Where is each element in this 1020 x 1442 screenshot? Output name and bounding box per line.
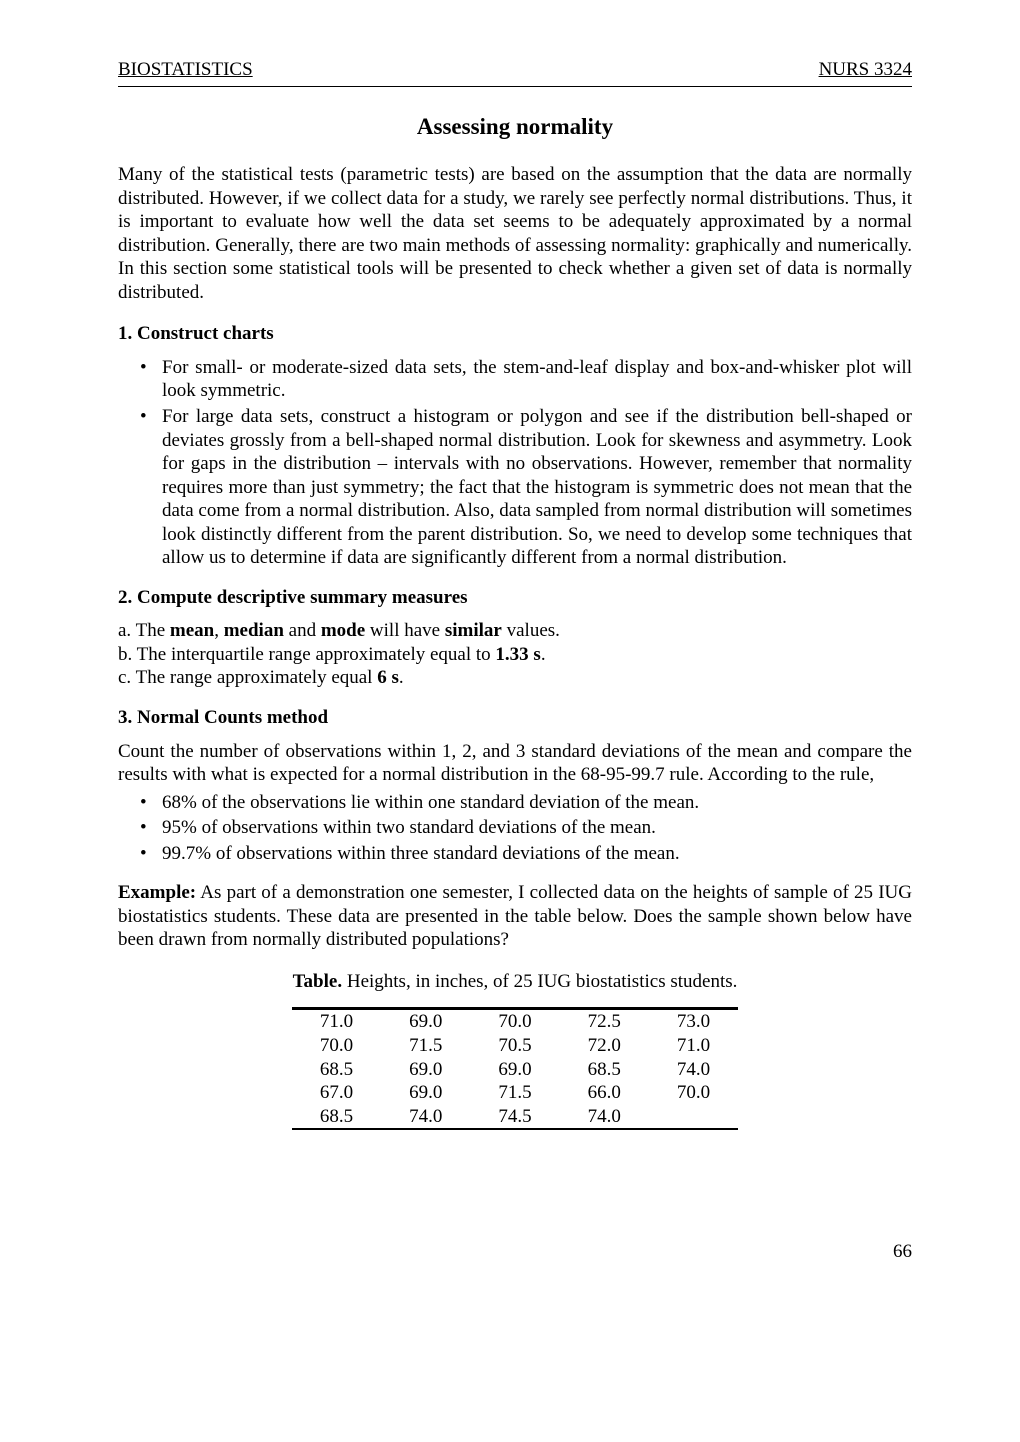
- item-c: c. The range approximately equal 6 s.: [118, 666, 912, 690]
- section-1-heading: 1. Construct charts: [118, 322, 912, 346]
- header-left: BIOSTATISTICS: [118, 58, 253, 82]
- item-a: a. The mean, median and mode will have s…: [118, 619, 912, 643]
- page-title: Assessing normality: [118, 113, 912, 142]
- list-item: 95% of observations within two standard …: [118, 816, 912, 840]
- running-header: BIOSTATISTICS NURS 3324: [118, 58, 912, 82]
- page-number: 66: [118, 1240, 912, 1264]
- section-3-paragraph: Count the number of observations within …: [118, 740, 912, 787]
- example-paragraph: Example: As part of a demonstration one …: [118, 881, 912, 952]
- table-row: 68.569.069.068.574.0: [292, 1058, 738, 1082]
- example-label: Example:: [118, 882, 196, 903]
- section-2-heading: 2. Compute descriptive summary measures: [118, 586, 912, 610]
- table-row: 67.069.071.566.070.0: [292, 1081, 738, 1105]
- section-3-heading: 3. Normal Counts method: [118, 706, 912, 730]
- intro-paragraph: Many of the statistical tests (parametri…: [118, 163, 912, 304]
- item-b: b. The interquartile range approximately…: [118, 643, 912, 667]
- list-item: For small- or moderate-sized data sets, …: [118, 356, 912, 403]
- section-2-list: a. The mean, median and mode will have s…: [118, 619, 912, 690]
- table-caption: Table. Heights, in inches, of 25 IUG bio…: [118, 970, 912, 994]
- section-3-bullets: 68% of the observations lie within one s…: [118, 791, 912, 866]
- header-right: NURS 3324: [819, 58, 912, 82]
- table-row: 70.071.570.572.071.0: [292, 1034, 738, 1058]
- section-1-bullets: For small- or moderate-sized data sets, …: [118, 356, 912, 570]
- header-rule: [118, 86, 912, 87]
- table-row: 71.069.070.072.573.0: [292, 1010, 738, 1034]
- data-table: 71.069.070.072.573.0 70.071.570.572.071.…: [292, 1007, 738, 1130]
- list-item: 99.7% of observations within three stand…: [118, 842, 912, 866]
- list-item: For large data sets, construct a histogr…: [118, 405, 912, 570]
- table-row: 68.574.074.574.0: [292, 1105, 738, 1130]
- list-item: 68% of the observations lie within one s…: [118, 791, 912, 815]
